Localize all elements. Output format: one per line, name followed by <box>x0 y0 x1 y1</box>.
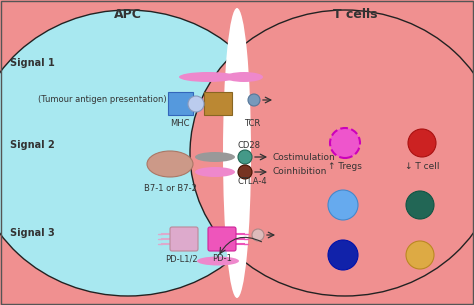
Text: PD-1: PD-1 <box>212 254 232 263</box>
Text: T cells: T cells <box>333 8 377 21</box>
Circle shape <box>252 229 264 241</box>
Circle shape <box>406 191 434 219</box>
Text: (Tumour antigen presentation): (Tumour antigen presentation) <box>38 95 166 105</box>
Circle shape <box>188 96 204 112</box>
Text: TCR: TCR <box>244 119 260 128</box>
Circle shape <box>408 129 436 157</box>
Text: Signal 2: Signal 2 <box>10 140 55 150</box>
Text: CD28: CD28 <box>238 142 261 150</box>
Text: ↓ T cell: ↓ T cell <box>405 162 439 171</box>
Circle shape <box>238 150 252 164</box>
Ellipse shape <box>190 10 474 296</box>
Ellipse shape <box>195 167 235 177</box>
Text: APC: APC <box>114 8 142 21</box>
Ellipse shape <box>225 72 263 82</box>
Ellipse shape <box>0 10 283 296</box>
Circle shape <box>330 128 360 158</box>
FancyBboxPatch shape <box>208 227 236 251</box>
Circle shape <box>406 241 434 269</box>
FancyBboxPatch shape <box>168 92 193 115</box>
Ellipse shape <box>147 151 193 177</box>
Text: MHC: MHC <box>170 119 190 128</box>
Circle shape <box>238 165 252 179</box>
Circle shape <box>328 240 358 270</box>
Circle shape <box>248 94 260 106</box>
Text: Signal 3: Signal 3 <box>10 228 55 238</box>
Text: Signal 1: Signal 1 <box>10 58 55 68</box>
Ellipse shape <box>223 8 251 298</box>
Ellipse shape <box>179 72 237 82</box>
Text: Costimulation: Costimulation <box>273 152 336 162</box>
FancyBboxPatch shape <box>204 92 232 115</box>
Circle shape <box>328 190 358 220</box>
Ellipse shape <box>195 152 235 162</box>
Text: PD-L1/2: PD-L1/2 <box>164 254 197 263</box>
FancyBboxPatch shape <box>170 227 198 251</box>
Text: Coinhibition: Coinhibition <box>273 167 328 177</box>
Text: ↑ Tregs: ↑ Tregs <box>328 162 362 171</box>
Ellipse shape <box>197 257 239 265</box>
Text: CTLA-4: CTLA-4 <box>238 177 268 186</box>
Text: B7-1 or B7-2: B7-1 or B7-2 <box>144 184 196 193</box>
